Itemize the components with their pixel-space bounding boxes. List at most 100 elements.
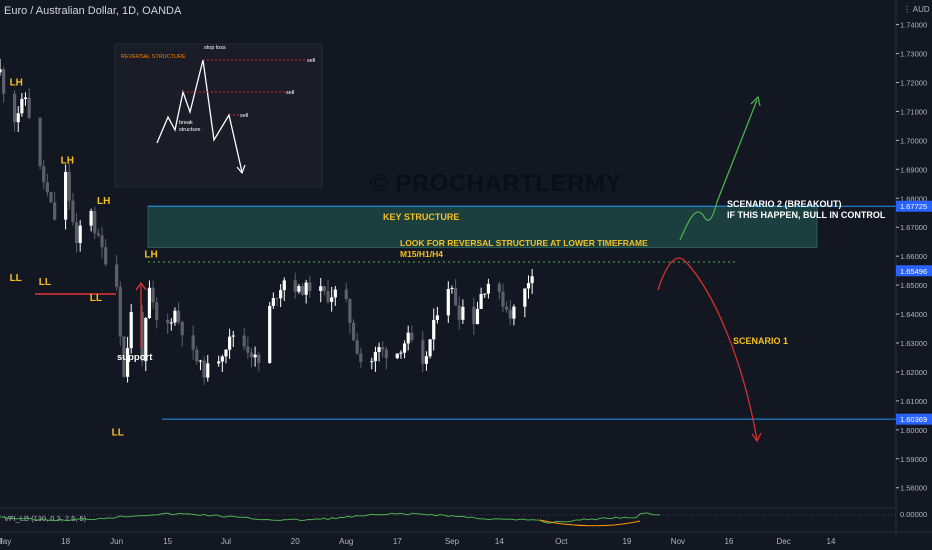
candle-body[interactable] [406,332,410,344]
price-axis[interactable]: 1.74000 1.73000 1.72000 1.71000 1.70000 1.690… [895,0,932,537]
candle-body[interactable] [20,98,24,114]
candle-body[interactable] [217,361,221,364]
candle-body[interactable] [424,356,429,364]
candle-body[interactable] [249,352,254,358]
candle-body[interactable] [231,335,235,337]
candle-body[interactable] [322,286,326,291]
candle-body[interactable] [96,233,101,236]
candle-body[interactable] [71,200,75,223]
candle-body[interactable] [300,286,305,295]
candle-body[interactable] [293,280,297,292]
candle-body[interactable] [348,299,352,323]
candle-body[interactable] [151,287,155,303]
candle-body[interactable] [191,335,195,350]
candle-body[interactable] [333,289,337,298]
candle-body[interactable] [125,348,130,377]
candle-body[interactable] [370,361,374,363]
candle-body[interactable] [279,290,283,299]
candle-body[interactable] [497,283,501,292]
symbol-title[interactable]: Euro / Australian Dollar, 1D, OANDA [4,5,182,17]
candle-body[interactable] [118,286,122,337]
candle-body[interactable] [74,222,79,244]
candle-body[interactable] [42,166,46,183]
candle-body[interactable] [49,192,53,203]
candle-body[interactable] [122,336,126,377]
time-axis[interactable]: 0May 18 Jun 15 Jul 20 Aug 17 Sep 14 Oct 19 Nov 16 Dec 1… [0,531,932,546]
candle-body[interactable] [12,93,17,123]
candle-body[interactable] [268,305,272,363]
candle-body[interactable] [115,264,119,287]
candle-body[interactable] [355,340,359,354]
candle-body[interactable] [421,340,425,364]
candle-body[interactable] [457,305,461,320]
candle-body[interactable] [381,347,385,350]
candle-body[interactable] [89,210,93,226]
candle-body[interactable] [530,276,534,284]
candle-body[interactable] [176,310,181,322]
candle-body[interactable] [359,353,363,362]
candle-body[interactable] [2,69,6,94]
candle-body[interactable] [308,282,312,291]
candle-body[interactable] [402,343,407,353]
candle-body[interactable] [220,356,224,362]
candle-body[interactable] [144,318,148,362]
candle-body[interactable] [129,311,133,349]
candle-body[interactable] [228,336,232,350]
candle-body[interactable] [297,286,301,292]
candle-body[interactable] [432,319,436,340]
candle-body[interactable] [0,69,2,73]
candle-body[interactable] [64,171,68,220]
candle-body[interactable] [173,310,177,323]
candle-body[interactable] [100,235,104,248]
candle-body[interactable] [384,349,388,359]
candle-body[interactable] [450,287,454,289]
candle-body[interactable] [326,290,330,302]
candle-body[interactable] [446,288,450,316]
candle-body[interactable] [246,346,250,353]
candle-body[interactable] [428,339,432,357]
candle-body[interactable] [351,322,356,341]
candle-body[interactable] [282,280,286,291]
candle-body[interactable] [78,225,82,244]
candle-body[interactable] [395,353,399,359]
candle-body[interactable] [155,302,159,321]
candle-body[interactable] [23,97,28,99]
candle-body[interactable] [505,306,509,310]
candle-body[interactable] [304,282,308,295]
candlestick-series[interactable] [0,58,534,385]
candle-body[interactable] [147,287,152,319]
candle-body[interactable] [224,349,228,357]
candle-body[interactable] [486,283,490,294]
candle-body[interactable] [479,294,483,309]
candle-body[interactable] [206,363,210,378]
candle-body[interactable] [16,113,20,123]
candle-body[interactable] [523,288,527,307]
candle-body[interactable] [198,360,203,362]
candle-body[interactable] [166,320,170,324]
price-marker-badge[interactable] [896,265,932,277]
candle-body[interactable] [410,332,414,341]
candle-body[interactable] [373,352,378,362]
candle-body[interactable] [399,352,403,354]
candle-body[interactable] [483,293,487,295]
candle-body[interactable] [140,311,144,362]
candle-body[interactable] [195,349,199,362]
candle-body[interactable] [461,306,465,320]
candle-body[interactable] [472,306,476,325]
candle-body[interactable] [169,322,173,324]
candle-body[interactable] [435,315,439,320]
candle-body[interactable] [275,298,279,300]
candle-body[interactable] [53,202,57,220]
candle-body[interactable] [377,347,381,353]
price-marker-badge[interactable] [896,413,932,425]
candle-body[interactable] [508,309,512,319]
candle-body[interactable] [319,286,323,291]
candle-body[interactable] [344,289,348,300]
candle-body[interactable] [93,210,97,234]
candle-body[interactable] [512,306,516,319]
candle-body[interactable] [180,321,184,336]
candle-body[interactable] [257,354,261,363]
candle-body[interactable] [526,283,531,289]
candle-body[interactable] [453,287,458,306]
